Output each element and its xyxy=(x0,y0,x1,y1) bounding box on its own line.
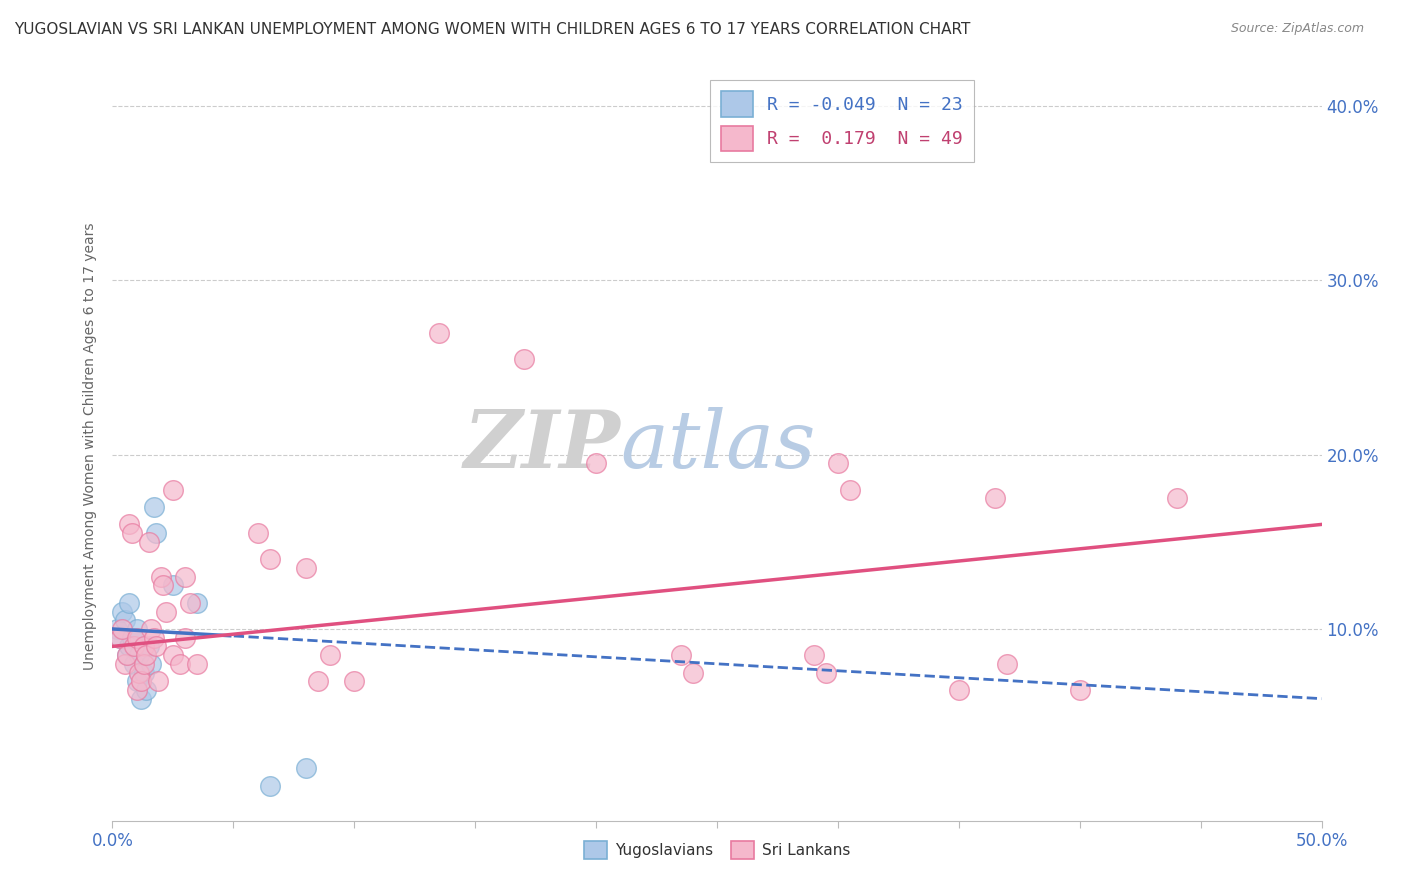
Point xyxy=(131,691,153,706)
Point xyxy=(135,648,157,662)
Point xyxy=(118,596,141,610)
Point xyxy=(141,622,163,636)
Point xyxy=(319,648,342,662)
Point xyxy=(132,640,155,654)
Point xyxy=(179,596,201,610)
Point xyxy=(125,631,148,645)
Legend: Yugoslavians, Sri Lankans: Yugoslavians, Sri Lankans xyxy=(578,835,856,865)
Point xyxy=(145,526,167,541)
Point xyxy=(121,631,143,645)
Y-axis label: Unemployment Among Women with Children Ages 6 to 17 years: Unemployment Among Women with Children A… xyxy=(83,222,97,670)
Point xyxy=(343,674,366,689)
Point xyxy=(121,526,143,541)
Point xyxy=(105,622,128,636)
Text: YUGOSLAVIAN VS SRI LANKAN UNEMPLOYMENT AMONG WOMEN WITH CHILDREN AGES 6 TO 17 YE: YUGOSLAVIAN VS SRI LANKAN UNEMPLOYMENT A… xyxy=(14,22,970,37)
Point xyxy=(115,648,138,662)
Point xyxy=(114,613,136,627)
Point xyxy=(512,351,534,366)
Point xyxy=(162,578,184,592)
Point xyxy=(114,657,136,671)
Point xyxy=(115,648,138,662)
Point xyxy=(135,682,157,697)
Text: ZIP: ZIP xyxy=(464,408,620,484)
Point xyxy=(152,578,174,592)
Point xyxy=(827,457,849,471)
Point xyxy=(128,665,150,680)
Point xyxy=(162,648,184,662)
Text: atlas: atlas xyxy=(620,408,815,484)
Point xyxy=(145,640,167,654)
Point xyxy=(1069,682,1091,697)
Point xyxy=(186,657,208,671)
Point xyxy=(131,674,153,689)
Point xyxy=(148,674,170,689)
Point xyxy=(246,526,269,541)
Point xyxy=(108,631,131,645)
Point xyxy=(948,682,970,697)
Point xyxy=(427,326,450,340)
Point xyxy=(259,552,281,566)
Point xyxy=(803,648,825,662)
Point xyxy=(839,483,862,497)
Point xyxy=(259,779,281,793)
Point xyxy=(108,631,131,645)
Point xyxy=(111,622,134,636)
Point xyxy=(122,640,145,654)
Point xyxy=(138,640,160,654)
Point xyxy=(138,534,160,549)
Point xyxy=(174,570,197,584)
Text: Source: ZipAtlas.com: Source: ZipAtlas.com xyxy=(1230,22,1364,36)
Point xyxy=(141,657,163,671)
Point xyxy=(682,665,704,680)
Point xyxy=(295,761,318,775)
Point xyxy=(118,517,141,532)
Point xyxy=(132,665,155,680)
Point xyxy=(814,665,837,680)
Point xyxy=(162,483,184,497)
Point xyxy=(155,605,177,619)
Point xyxy=(142,500,165,514)
Point xyxy=(125,674,148,689)
Point xyxy=(142,631,165,645)
Point xyxy=(995,657,1018,671)
Point xyxy=(585,457,607,471)
Point xyxy=(132,657,155,671)
Point xyxy=(118,640,141,654)
Point xyxy=(307,674,329,689)
Point xyxy=(128,648,150,662)
Point xyxy=(669,648,692,662)
Point xyxy=(984,491,1007,506)
Point xyxy=(125,622,148,636)
Point xyxy=(149,570,172,584)
Point xyxy=(169,657,191,671)
Point xyxy=(186,596,208,610)
Point xyxy=(1166,491,1188,506)
Point xyxy=(125,682,148,697)
Point xyxy=(111,605,134,619)
Point xyxy=(295,561,318,575)
Point xyxy=(174,631,197,645)
Point xyxy=(122,657,145,671)
